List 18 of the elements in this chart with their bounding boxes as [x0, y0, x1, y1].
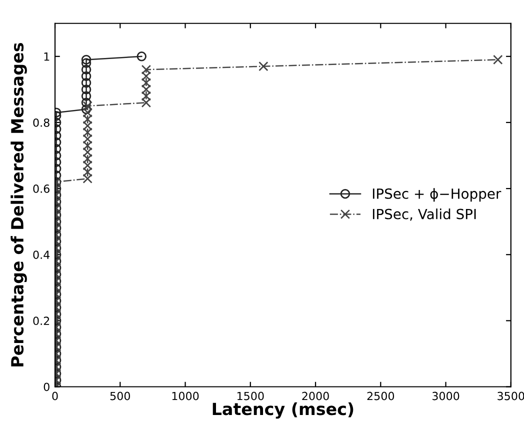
- y-tick-label: 0.2: [33, 316, 50, 326]
- x-tick-label: 3000: [432, 392, 460, 400]
- x-tick-label: 2500: [367, 392, 394, 400]
- x-tick-label: 3500: [498, 392, 524, 400]
- y-tick-label: 0.4: [33, 250, 50, 259]
- y-tick-label: 0: [44, 382, 50, 392]
- y-tick-label: 1: [44, 52, 50, 61]
- legend-label: IPSec + ϕ−Hopper: [372, 188, 502, 202]
- x-tick-label: 2000: [302, 392, 329, 400]
- y-tick-label: 0.6: [33, 184, 50, 193]
- x-tick-label: 1500: [237, 392, 264, 400]
- legend-label: IPSec, Valid SPI: [372, 208, 476, 221]
- x-axis-title: Latency (msec): [212, 402, 354, 419]
- x-tick-label: 1000: [172, 392, 199, 400]
- y-tick-label: 0.8: [33, 118, 50, 127]
- x-tick-label: 0: [52, 392, 58, 400]
- y-axis-title: Percentage of Delivered Messages: [10, 43, 27, 366]
- x-tick-label: 500: [110, 392, 130, 400]
